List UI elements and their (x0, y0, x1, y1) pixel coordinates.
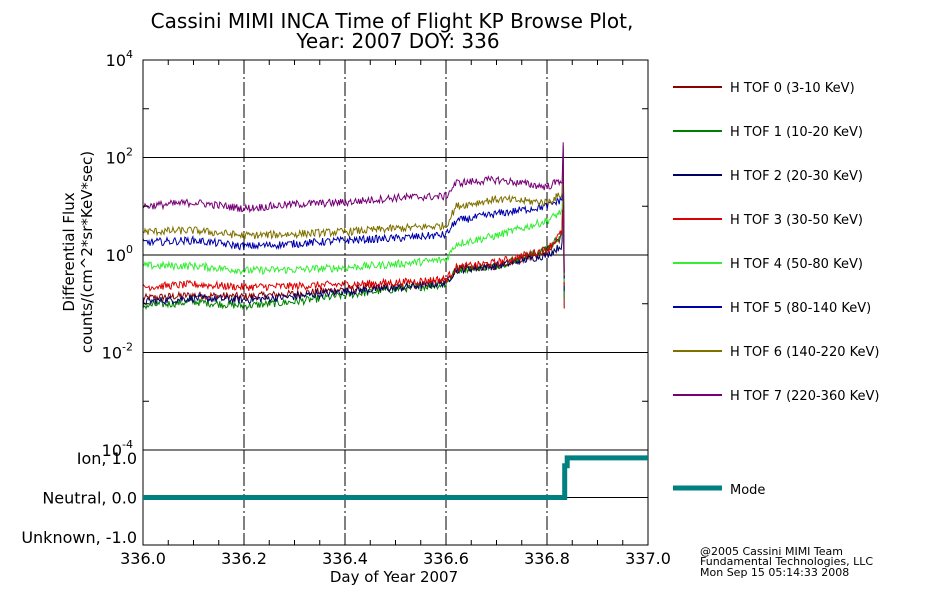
legend-label: H TOF 1 (10-20 KeV) (730, 125, 863, 140)
legend-label: H TOF 3 (30-50 KeV) (730, 213, 863, 228)
credits: @2005 Cassini MIMI Team Fundamental Tech… (700, 545, 873, 579)
flux-ytick-label: 104 (106, 48, 133, 70)
legend: H TOF 0 (3-10 KeV) H TOF 1 (10-20 KeV) H T… (673, 81, 879, 498)
mode-ytick-label: Ion, 1.0 (77, 449, 137, 468)
flux-ylabel: Differential Flux counts/(cm^2*sr*KeV*se… (60, 151, 96, 353)
flux-ytick-label: 102 (106, 146, 133, 168)
xtick-label: 336.2 (221, 549, 267, 568)
flux-ytick-label: 10-2 (102, 341, 133, 363)
ytick-base: 10 (106, 149, 126, 168)
series-line-h-tof-5 (142, 148, 565, 279)
mode-ytick-label: Neutral, 0.0 (42, 489, 137, 508)
xtick-label: 336.6 (423, 549, 469, 568)
ytick-exponent: 0 (126, 243, 133, 256)
flux-ytick-label: 100 (106, 243, 133, 265)
ytick-base: 10 (102, 441, 122, 460)
xtick-label: 336.4 (322, 549, 368, 568)
ytick-base: 10 (106, 51, 126, 70)
legend-label: H TOF 2 (20-30 KeV) (730, 169, 863, 184)
legend-label: H TOF 0 (3-10 KeV) (730, 81, 855, 96)
series-line-mode (143, 455, 648, 500)
ytick-exponent: -4 (122, 438, 133, 451)
xtick-label: 336.0 (120, 549, 166, 568)
legend-label-mode: Mode (730, 483, 765, 498)
series-line-h-tof-3 (142, 156, 565, 292)
xtick-label: 337.0 (625, 549, 671, 568)
series-line-h-tof-7 (142, 142, 565, 273)
credit-line-3: Mon Sep 15 05:14:33 2008 (700, 566, 849, 579)
ytick-exponent: 4 (126, 48, 133, 61)
ytick-exponent: 2 (126, 146, 133, 159)
series-line-h-tof-0 (142, 182, 565, 309)
flux-ytick-label: 10-4 (102, 438, 133, 460)
legend-label: H TOF 4 (50-80 KeV) (730, 257, 863, 272)
mode-ytick-label: Unknown, -1.0 (21, 528, 137, 547)
chart-title-line2: Year: 2007 DOY: 336 (295, 29, 499, 53)
x-axis-label: Day of Year 2007 (330, 568, 458, 586)
ytick-base: 10 (106, 246, 126, 265)
legend-label: H TOF 7 (220-360 KeV) (730, 389, 879, 404)
xtick-label: 336.8 (524, 549, 570, 568)
flux-ylabel-line1: Differential Flux (60, 192, 78, 311)
mode-panel: Ion, 1.0 Neutral, 0.0 Unknown, -1.0 336.0 33… (21, 449, 671, 568)
legend-label: H TOF 6 (140-220 KeV) (730, 345, 879, 360)
series-line-h-tof-6 (142, 145, 565, 276)
credit-line-1: @2005 Cassini MIMI Team (700, 545, 843, 558)
ytick-base: 10 (102, 344, 122, 363)
series-line-h-tof-2 (142, 162, 565, 306)
series-line-h-tof-4 (142, 151, 565, 283)
chart-title-line1: Cassini MIMI INCA Time of Flight KP Brow… (151, 9, 634, 33)
flux-ylabel-line2: counts/(cm^2*sr*KeV*sec) (78, 151, 96, 353)
legend-label: H TOF 5 (80-140 KeV) (730, 301, 871, 316)
credit-line-2: Fundamental Technologies, LLC (700, 555, 873, 568)
ytick-exponent: -2 (122, 341, 133, 354)
